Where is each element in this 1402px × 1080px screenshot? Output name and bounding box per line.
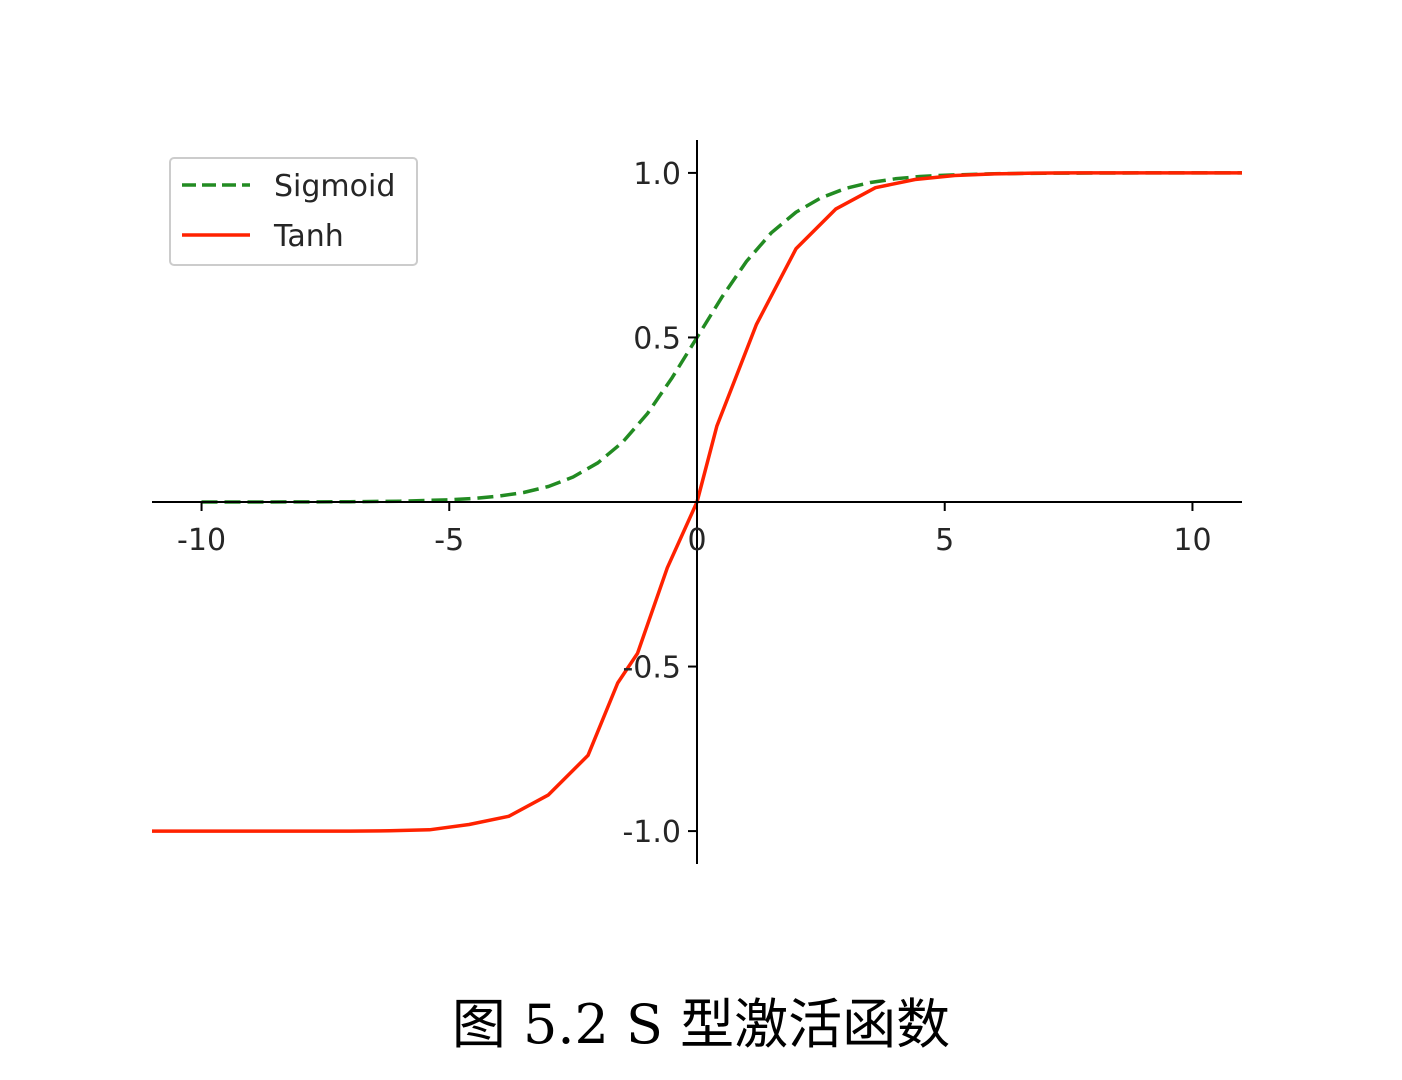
legend: Sigmoid Tanh [169,157,418,266]
y-tick-label: 0.5 [633,321,681,356]
x-tick-label: 0 [687,523,706,558]
y-tick-label: -0.5 [622,651,681,686]
series-line-tanh [152,171,1242,833]
x-tick-label: -10 [177,523,226,558]
legend-label-tanh: Tanh [273,219,344,254]
ticks: -10 -5 0 5 10 -1.0 -0.5 0.5 1.0 [177,157,1212,850]
x-tick-label: -5 [434,523,464,558]
x-tick-label: 10 [1173,523,1211,558]
x-tick-label: 5 [935,523,954,558]
figure-caption: 图 5.2 S 型激活函数 [451,993,951,1056]
y-tick-label: -1.0 [622,815,681,850]
legend-label-sigmoid: Sigmoid [274,169,395,204]
y-tick-label: 1.0 [633,157,681,192]
chart: -10 -5 0 5 10 -1.0 -0.5 0.5 1.0 Sigmoid Tanh [152,140,1242,864]
plot-lines [152,171,1242,833]
